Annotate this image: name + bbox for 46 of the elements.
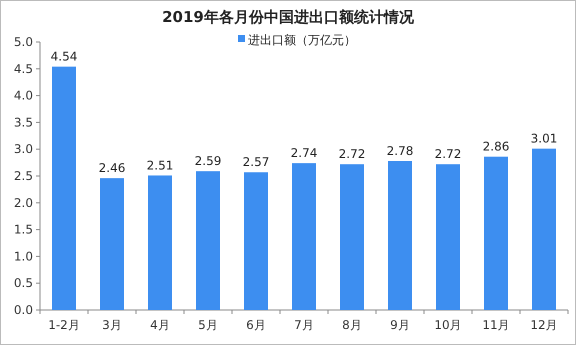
legend-label: 进出口额（万亿元） xyxy=(248,33,356,47)
x-tick-label: 9月 xyxy=(390,318,410,332)
data-label: 2.59 xyxy=(194,154,222,168)
bar xyxy=(484,156,508,310)
data-label: 2.57 xyxy=(242,155,270,170)
bar xyxy=(52,66,76,310)
data-label: 2.46 xyxy=(98,161,126,176)
chart-title: 2019年各月份中国进出口额统计情况 xyxy=(162,8,415,26)
data-label: 3.01 xyxy=(530,132,558,146)
x-tick-label: 11月 xyxy=(482,318,510,332)
bar xyxy=(340,164,364,310)
y-tick-label: 1.0 xyxy=(14,249,33,264)
x-tick-label: 3月 xyxy=(102,318,122,332)
y-tick-label: 0.0 xyxy=(14,303,33,317)
y-tick-label: 2.0 xyxy=(14,196,33,210)
bar xyxy=(532,148,556,310)
y-tick-label: 2.5 xyxy=(14,169,33,183)
x-tick-label: 4月 xyxy=(150,318,170,332)
data-label: 4.54 xyxy=(50,50,78,64)
bar xyxy=(436,164,460,310)
y-tick-label: 3.0 xyxy=(14,142,33,156)
bar xyxy=(100,178,124,310)
bar xyxy=(244,172,268,310)
x-tick-label: 6月 xyxy=(246,318,266,332)
x-tick-label: 12月 xyxy=(530,318,558,332)
data-label: 2.74 xyxy=(290,146,318,160)
x-tick-label: 8月 xyxy=(342,318,362,332)
x-tick-label: 1-2月 xyxy=(48,318,80,332)
x-tick-label: 5月 xyxy=(198,318,218,332)
y-tick-label: 0.5 xyxy=(14,276,33,290)
x-tick-label: 10月 xyxy=(434,318,462,332)
data-label: 2.51 xyxy=(146,158,174,172)
y-tick-label: 4.0 xyxy=(14,88,33,103)
data-label: 2.78 xyxy=(386,144,414,158)
y-tick-label: 4.5 xyxy=(14,62,33,76)
bar xyxy=(196,171,220,310)
data-label: 2.72 xyxy=(338,147,366,162)
x-tick-label: 7月 xyxy=(294,318,314,332)
data-label: 2.72 xyxy=(434,147,462,162)
bar xyxy=(148,175,172,310)
data-label: 2.86 xyxy=(482,140,510,154)
bar xyxy=(292,163,316,310)
y-tick-label: 5.0 xyxy=(14,35,33,49)
y-tick-label: 3.5 xyxy=(14,115,33,130)
bar xyxy=(388,160,412,310)
y-tick-label: 1.5 xyxy=(14,222,33,237)
